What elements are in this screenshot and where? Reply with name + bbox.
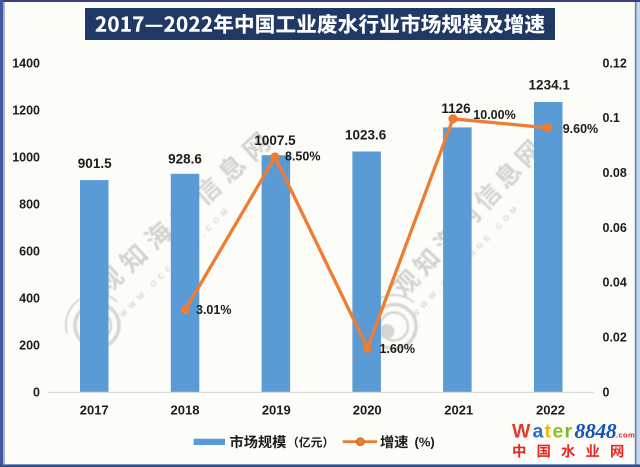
svg-text:0.08: 0.08 (603, 166, 627, 180)
svg-text:800: 800 (19, 197, 40, 211)
svg-text:901.5: 901.5 (78, 156, 112, 171)
svg-text:928.6: 928.6 (168, 152, 202, 167)
svg-text:(%): (%) (415, 435, 435, 450)
svg-text:3.01%: 3.01% (196, 303, 231, 317)
svg-text:1200: 1200 (12, 103, 40, 117)
svg-text:10.00%: 10.00% (473, 108, 515, 122)
svg-text:0.1: 0.1 (603, 111, 620, 125)
svg-text:0.06: 0.06 (603, 221, 627, 235)
svg-text:8848: 8848 (575, 419, 617, 443)
svg-text:2018: 2018 (171, 403, 200, 418)
svg-text:1400: 1400 (12, 56, 40, 70)
svg-text:8.50%: 8.50% (285, 149, 320, 163)
svg-text:2017: 2017 (80, 403, 109, 418)
svg-text:0: 0 (33, 385, 40, 399)
svg-text:1000: 1000 (12, 150, 40, 164)
svg-text:0.02: 0.02 (603, 331, 627, 345)
svg-text:0.12: 0.12 (603, 56, 627, 70)
svg-text:600: 600 (19, 244, 40, 258)
svg-text:.com: .com (616, 431, 635, 440)
svg-text:2022: 2022 (536, 403, 565, 418)
svg-text:9.60%: 9.60% (563, 122, 598, 136)
svg-text:2020: 2020 (353, 403, 382, 418)
svg-text:1007.5: 1007.5 (254, 133, 296, 148)
svg-text:1234.1: 1234.1 (529, 77, 571, 92)
svg-text:2021: 2021 (444, 403, 473, 418)
svg-text:1.60%: 1.60% (380, 342, 415, 356)
svg-text:400: 400 (19, 291, 40, 305)
svg-text:200: 200 (19, 338, 40, 352)
svg-text:0.04: 0.04 (603, 276, 627, 290)
svg-text:0: 0 (603, 385, 610, 399)
svg-text:2019: 2019 (262, 403, 291, 418)
svg-text:1023.6: 1023.6 (345, 127, 387, 142)
svg-text:1126: 1126 (441, 101, 471, 116)
